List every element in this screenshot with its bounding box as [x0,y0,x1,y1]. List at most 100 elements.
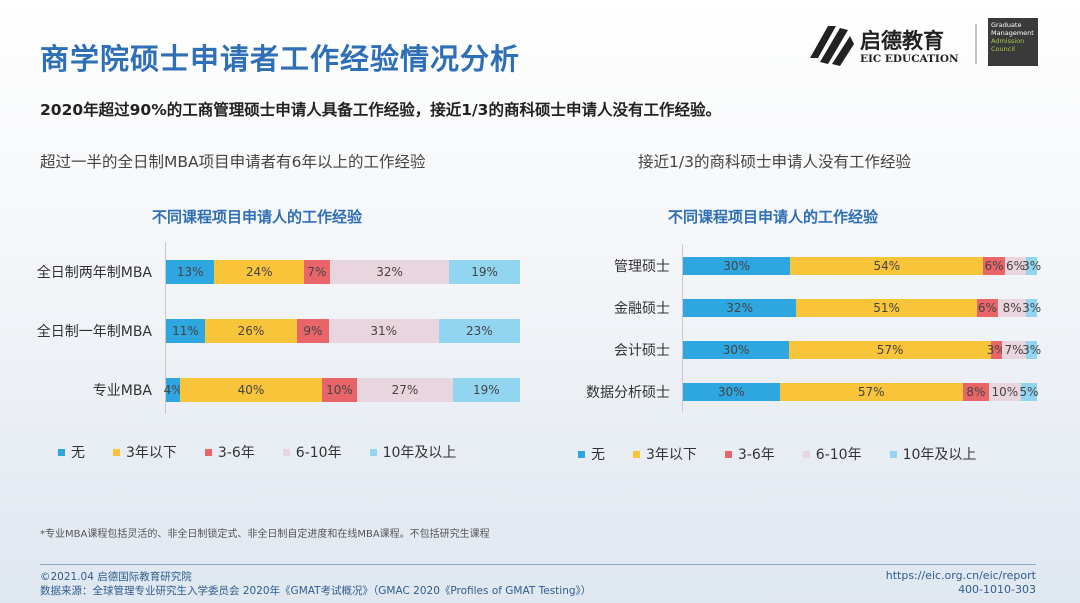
bar-segment: 7% [303,260,330,284]
data-label: 10% [326,383,353,397]
legend-swatch [282,448,290,456]
data-label: 13% [176,265,204,279]
category-label: 专业MBA [92,383,152,399]
data-label: 6% [984,259,1004,273]
data-label: 57% [876,343,904,357]
legend-label: 3-6年 [217,445,255,461]
data-label: 11% [172,324,199,338]
category-label: 金融硕士 [614,301,670,317]
eic-logo-icon: 启德教育 EIC EDUCATION Graduate Management A… [810,18,1038,66]
data-label: 23% [465,324,493,338]
bar-segment: 32% [683,299,797,317]
legend-label: 无 [591,447,605,463]
data-label: 7% [307,265,327,279]
bar-segment: 24% [214,260,304,284]
legend-label: 10年及以上 [902,447,977,463]
legend-label: 3-6年 [737,447,775,463]
data-label: 31% [370,324,398,338]
svg-text:EIC EDUCATION: EIC EDUCATION [860,53,959,65]
legend-label: 6-10年 [295,445,342,461]
stacked-bar: 30% 57% 3% 7% 3% [683,341,1041,359]
category-label: 全日制一年制MBA [36,324,152,340]
legend-swatch [369,448,377,456]
copyright: ©2021.04 启德国际教育研究院 [40,571,192,583]
bar-segment: 57% [779,383,963,401]
bar-segment: 11% [166,319,205,343]
right-chart-title: 不同课程项目申请人的工作经验 [668,208,879,226]
data-label: 8% [1002,301,1022,315]
report-link[interactable]: https://eic.org.cn/eic/report [885,569,1036,582]
data-label: 10% [991,385,1019,399]
data-label: 5% [1019,385,1039,399]
bar-segment: 4% [163,378,183,402]
data-label: 27% [391,383,419,397]
data-label: 32% [726,301,753,315]
category-axis [682,244,683,412]
legend-swatch [204,448,212,456]
bar-segment: 57% [789,341,991,359]
bar-segment: 54% [790,257,984,275]
data-label: 3% [986,343,1006,357]
data-label: 6% [1006,259,1026,273]
stacked-bar: 13% 24% 7% 32% 19% [166,260,520,284]
legend-swatch [113,448,120,456]
data-label: 4% [163,383,183,397]
legend-label: 3年以下 [646,447,697,463]
data-label: 19% [471,265,498,279]
svg-text:Graduate: Graduate [991,21,1021,29]
divider [40,564,1036,565]
legend-item: 10年及以上 [369,442,456,462]
right-subtitle: 接近1/3的商科硕士申请人没有工作经验 [638,153,911,171]
phone-number: 400-1010-303 [958,583,1036,596]
bar-segment: 3% [1022,257,1041,275]
footnote: *专业MBA课程包括灵活的、非全日制锁定式、非全日制自定进度和在线MBA课程。不… [40,529,490,540]
data-label: 3% [1022,301,1042,315]
legend-swatch [633,450,640,458]
legend: 无 3年以下 3-6年 6-10年 10年及以上 [58,442,484,462]
legend-label: 6-10年 [815,447,862,463]
legend-item: 3年以下 [113,442,177,462]
bar-segment: 3% [1022,341,1041,359]
bar-segment: 8% [998,299,1027,317]
logo: 启德教育 EIC EDUCATION Graduate Management A… [806,18,1046,68]
bar-segment: 30% [683,257,791,275]
legend-item: 10年及以上 [889,444,977,464]
legend-label: 3年以下 [126,445,177,461]
bar-segment: 8% [962,383,989,401]
data-label: 3% [1022,343,1042,357]
legend-label: 无 [71,445,85,461]
category-label: 全日制两年制MBA [36,265,152,281]
summary-text: 2020年超过90%的工商管理硕士申请人具备工作经验，接近1/3的商科硕士申请人… [40,101,721,119]
bar-segment: 32% [329,260,450,284]
data-label: 24% [245,265,273,279]
data-label: 6% [977,301,997,315]
category-axis [165,242,166,414]
legend-item: 无 [578,444,605,464]
bar-segment: 9% [296,319,329,343]
bar-segment: 30% [683,383,780,401]
bar-segment: 19% [449,260,520,284]
data-label: 19% [473,383,500,397]
bar-segment: 26% [204,319,297,343]
bar-segment: 5% [1019,383,1039,401]
legend-item: 6-10年 [802,444,862,464]
bar-segment: 7% [1001,341,1027,359]
stacked-bar: 11% 26% 9% 31% 23% [166,319,520,343]
bar-segment: 51% [796,299,977,317]
data-label: 3% [1022,259,1042,273]
category-label: 会计硕士 [614,343,670,359]
data-label: 57% [857,385,885,399]
legend-swatch [889,450,897,458]
stacked-bar: 30% 54% 6% 6% 3% [683,257,1041,275]
category-label: 数据分析硕士 [586,385,670,401]
svg-text:Management: Management [991,29,1034,37]
legend: 无 3年以下 3-6年 6-10年 10年及以上 [578,444,1004,464]
left-chart-title: 不同课程项目申请人的工作经验 [152,208,363,226]
svg-text:Council: Council [991,45,1015,53]
bar-segment: 30% [683,341,790,359]
data-label: 26% [237,324,265,338]
data-label: 9% [303,324,323,338]
bar-segment: 19% [452,378,520,402]
data-label: 54% [873,259,901,273]
left-subtitle: 超过一半的全日制MBA项目申请者有6年以上的工作经验 [40,153,426,171]
